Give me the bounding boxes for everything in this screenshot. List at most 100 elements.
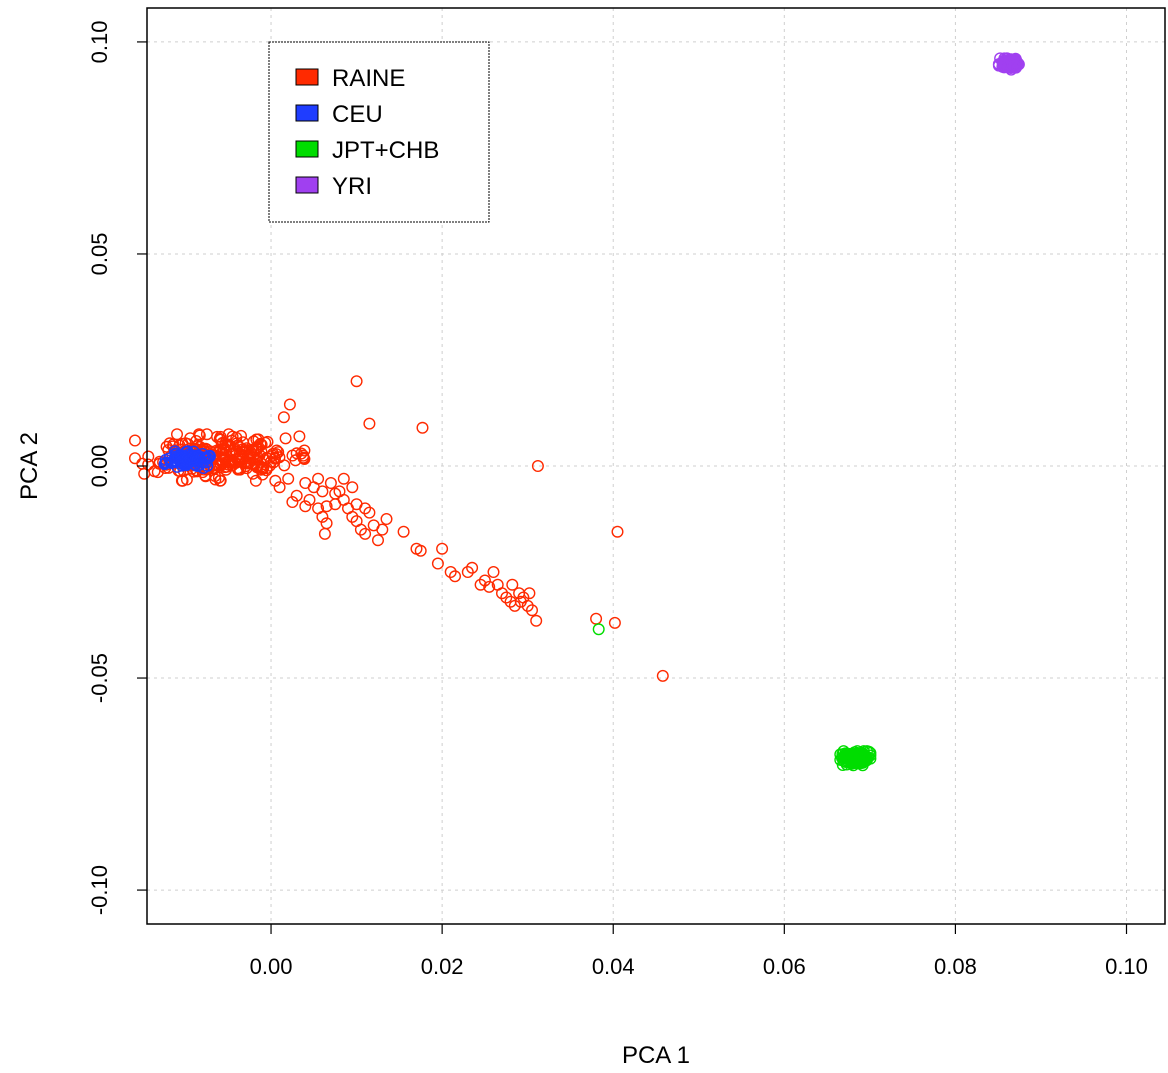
y-tick-label: 0.10 <box>87 21 112 64</box>
data-point <box>216 451 229 464</box>
data-point <box>853 757 866 770</box>
data-point <box>298 453 311 466</box>
data-point <box>397 525 410 538</box>
data-point <box>359 502 372 515</box>
data-point <box>160 456 173 469</box>
data-point <box>279 432 292 445</box>
series-jpt-chb <box>592 623 877 772</box>
grid-lines <box>147 8 1165 924</box>
data-point <box>242 456 255 469</box>
data-point <box>444 566 457 579</box>
data-point <box>187 451 200 464</box>
legend-swatch <box>295 104 319 122</box>
data-point <box>530 614 543 627</box>
series-yri <box>992 52 1025 76</box>
x-tick-label: 0.10 <box>1105 954 1148 979</box>
data-point <box>216 436 229 449</box>
data-point <box>461 566 474 579</box>
data-points <box>128 52 1025 772</box>
data-point <box>293 430 306 443</box>
data-point <box>318 527 331 540</box>
data-point <box>466 561 479 574</box>
data-point <box>350 375 363 388</box>
data-point <box>299 500 312 513</box>
data-point <box>994 52 1007 65</box>
y-tick-label: 0.05 <box>87 233 112 276</box>
data-point <box>283 398 296 411</box>
legend-swatch <box>295 140 319 158</box>
x-axis-label: PCA 1 <box>622 1042 690 1069</box>
data-point <box>1008 60 1021 73</box>
data-point <box>496 587 509 600</box>
data-point <box>222 428 235 441</box>
data-point <box>289 454 302 467</box>
data-point <box>449 570 462 583</box>
legend-swatch <box>295 176 319 194</box>
data-point <box>192 428 205 441</box>
data-point <box>265 455 278 468</box>
data-point <box>590 612 603 625</box>
data-point <box>842 755 855 768</box>
data-point <box>249 474 262 487</box>
data-point <box>260 462 273 475</box>
data-point <box>254 437 267 450</box>
data-point <box>236 436 249 449</box>
data-point <box>290 489 303 502</box>
y-axis-label: PCA 2 <box>16 432 43 500</box>
data-point <box>592 623 605 636</box>
data-point <box>521 599 534 612</box>
legend-label: JPT+CHB <box>332 137 439 164</box>
x-tick-label: 0.06 <box>763 954 806 979</box>
x-tick-label: 0.00 <box>250 954 293 979</box>
data-point <box>303 493 316 506</box>
data-point <box>128 452 141 465</box>
legend-label: CEU <box>332 101 383 128</box>
data-point <box>180 473 193 486</box>
data-point <box>128 434 141 447</box>
data-point <box>416 421 429 434</box>
data-point <box>474 578 487 591</box>
data-point <box>346 510 359 523</box>
data-point <box>259 436 272 449</box>
data-point <box>324 477 337 490</box>
data-point <box>483 580 496 593</box>
data-point <box>269 474 282 487</box>
data-point <box>270 444 283 457</box>
legend-label: RAINE <box>332 65 405 92</box>
data-point <box>999 60 1012 73</box>
data-point <box>851 751 864 764</box>
y-tick-label: -0.10 <box>87 865 112 915</box>
data-point <box>316 510 329 523</box>
data-point <box>656 669 669 682</box>
data-point <box>861 745 874 758</box>
data-point <box>282 472 295 485</box>
data-point <box>298 444 311 457</box>
data-point <box>192 450 205 463</box>
legend: RAINE CEU JPT+CHB YRI <box>268 41 490 223</box>
data-point <box>181 453 194 466</box>
data-point <box>329 487 342 500</box>
data-point <box>175 474 188 487</box>
data-point <box>227 446 240 459</box>
data-point <box>290 447 303 460</box>
data-point <box>414 544 427 557</box>
data-point <box>376 523 389 536</box>
data-point <box>380 513 393 526</box>
data-point <box>611 525 624 538</box>
data-point <box>225 459 238 472</box>
y-tick-label: -0.05 <box>87 653 112 703</box>
legend-swatch <box>295 68 319 86</box>
data-point <box>372 534 385 547</box>
data-point <box>431 557 444 570</box>
data-point <box>142 458 155 471</box>
series-ceu <box>158 445 216 475</box>
data-point <box>241 449 254 462</box>
data-point <box>232 455 245 468</box>
data-point <box>346 481 359 494</box>
data-point <box>363 506 376 519</box>
x-tick-label: 0.04 <box>592 954 635 979</box>
data-point <box>531 460 544 473</box>
data-point <box>337 472 350 485</box>
data-point <box>316 485 329 498</box>
